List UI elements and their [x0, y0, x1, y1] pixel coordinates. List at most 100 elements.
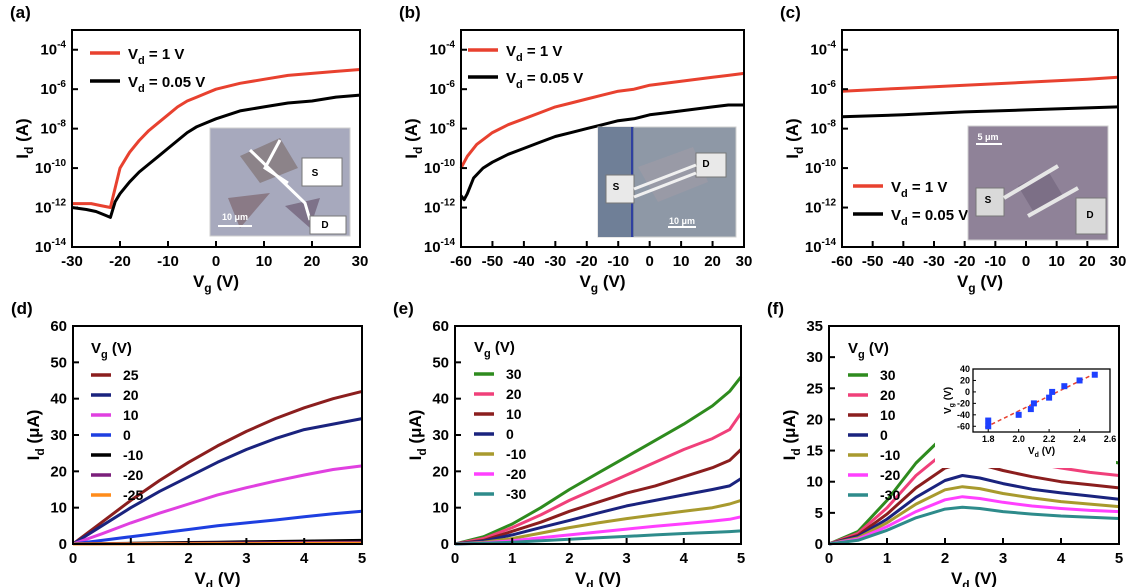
scatter-point	[1076, 377, 1083, 384]
series-line-4	[454, 498, 742, 546]
x-tick-label: 5	[1115, 550, 1123, 567]
panel-label: (d)	[11, 299, 33, 318]
x-tick-label: 30	[1110, 253, 1127, 270]
electrode-pad-s	[975, 187, 1005, 217]
series-line-3	[828, 474, 1120, 546]
y-tick-label: 10-4	[429, 40, 455, 59]
x-tick-label: 1	[883, 550, 891, 567]
inset-micrograph: S D 10 μm	[597, 126, 737, 238]
inset-x-tick-label: 2.4	[1073, 434, 1086, 444]
x-tick-label: 30	[736, 253, 753, 270]
series-line-4	[828, 485, 1120, 546]
inset-y-tick-label: -40	[957, 410, 970, 420]
y-tick-label: 10	[432, 500, 449, 517]
series-line-2	[454, 448, 743, 546]
electrode-pad-d	[1075, 197, 1107, 235]
x-tick-label: -60	[831, 253, 853, 270]
inset-label-d: D	[1086, 210, 1093, 221]
panel-c: (c)-60 -50 -40 -30 -20 -10 0 10 20 3010-1410-1210…	[780, 3, 1126, 295]
panel-label: (c)	[780, 3, 801, 22]
y-tick-label: 10-8	[810, 119, 836, 138]
y-tick-label: 0	[59, 536, 67, 553]
x-tick-label: 10	[1048, 253, 1065, 270]
inset-label-d: D	[702, 159, 709, 170]
x-tick-label: -10	[984, 253, 1006, 270]
x-tick-label: 5	[737, 550, 745, 567]
x-tick-label: -50	[482, 253, 504, 270]
legend-label: 30	[506, 366, 522, 382]
series-line-3	[454, 477, 742, 546]
legend-label: 30	[880, 367, 896, 383]
inset-background	[935, 361, 1116, 468]
y-tick-label: 5	[815, 505, 823, 522]
legend-label: 10	[123, 407, 139, 423]
series-line-0	[454, 375, 743, 546]
y-tick-label: 60	[432, 318, 449, 335]
legend-label: Vd = 1 V	[506, 43, 562, 64]
series-group	[841, 75, 1119, 119]
legend-label: -20	[506, 466, 526, 482]
y-tick-label: 40	[50, 391, 67, 408]
x-tick-label: -10	[157, 253, 179, 270]
y-tick-label: 25	[806, 380, 823, 397]
y-tick-label: 20	[432, 463, 449, 480]
legend-label: Vd = 1 V	[891, 179, 947, 200]
y-tick-label: 35	[806, 318, 823, 335]
y-axis-label: Id (μA)	[24, 410, 47, 461]
y-tick-label: 40	[432, 391, 449, 408]
electrode-pad-s	[301, 157, 343, 187]
x-tick-label: -20	[109, 253, 131, 270]
legend-label: 0	[123, 427, 131, 443]
plot-frame	[841, 29, 1119, 248]
inset-label-s: S	[985, 195, 992, 206]
scatter-point	[1049, 388, 1056, 395]
panel-label: (b)	[399, 3, 421, 22]
y-tick-label: 10	[806, 474, 823, 491]
y-tick-label: 10-10	[35, 158, 67, 177]
x-tick-label: 20	[1079, 253, 1096, 270]
y-tick-label: 10-6	[810, 79, 836, 98]
x-tick-label: -30	[61, 253, 83, 270]
x-tick-label: -20	[576, 253, 598, 270]
inset-y-tick-label: -20	[957, 398, 970, 408]
series-line-1	[459, 103, 744, 202]
y-tick-label: 10-8	[429, 119, 455, 138]
inset-scale-label: 10 μm	[669, 216, 695, 226]
x-tick-label: -40	[892, 253, 914, 270]
inset-x-tick-label: 2.0	[1012, 434, 1025, 444]
legend-label: 20	[506, 386, 522, 402]
legend-label: -10	[123, 447, 143, 463]
legend-label: 10	[506, 406, 522, 422]
series-line-0	[72, 389, 363, 546]
inset-y-tick-label: 20	[960, 375, 970, 385]
legend-label: 10	[880, 407, 896, 423]
scatter-point	[1015, 411, 1022, 418]
x-tick-label: 0	[212, 253, 220, 270]
electrode-pad-d	[309, 215, 347, 235]
legend-label: -20	[123, 467, 143, 483]
y-tick-label: 50	[432, 354, 449, 371]
x-tick-label: -40	[513, 253, 535, 270]
x-axis-label: Vd (V)	[575, 569, 621, 587]
legend-label: Vd = 0.05 V	[506, 70, 583, 91]
x-tick-label: 20	[304, 253, 321, 270]
scatter-point	[1091, 371, 1098, 378]
legend: 25 20 10 0 -10 -20 -25 Vg (V)	[91, 340, 143, 503]
legend-label: 25	[123, 367, 139, 383]
electrode-pad-d	[695, 152, 727, 178]
inset-x-tick-label: 2.2	[1043, 434, 1056, 444]
y-tick-label: 10-12	[424, 198, 456, 217]
inset-micrograph: 5 μm S D	[967, 125, 1109, 241]
x-tick-label: 0	[451, 550, 459, 567]
series-group	[454, 375, 743, 546]
inset-x-tick-label: 2.6	[1104, 434, 1117, 444]
scatter-point	[1030, 400, 1037, 407]
fit-line	[984, 372, 1096, 429]
x-tick-label: -20	[954, 253, 976, 270]
inset-frame	[972, 368, 1111, 433]
y-tick-label: 10-10	[424, 158, 456, 177]
x-tick-label: -30	[544, 253, 566, 270]
x-tick-label: 2	[941, 550, 949, 567]
legend-title: Vg (V)	[474, 339, 515, 360]
